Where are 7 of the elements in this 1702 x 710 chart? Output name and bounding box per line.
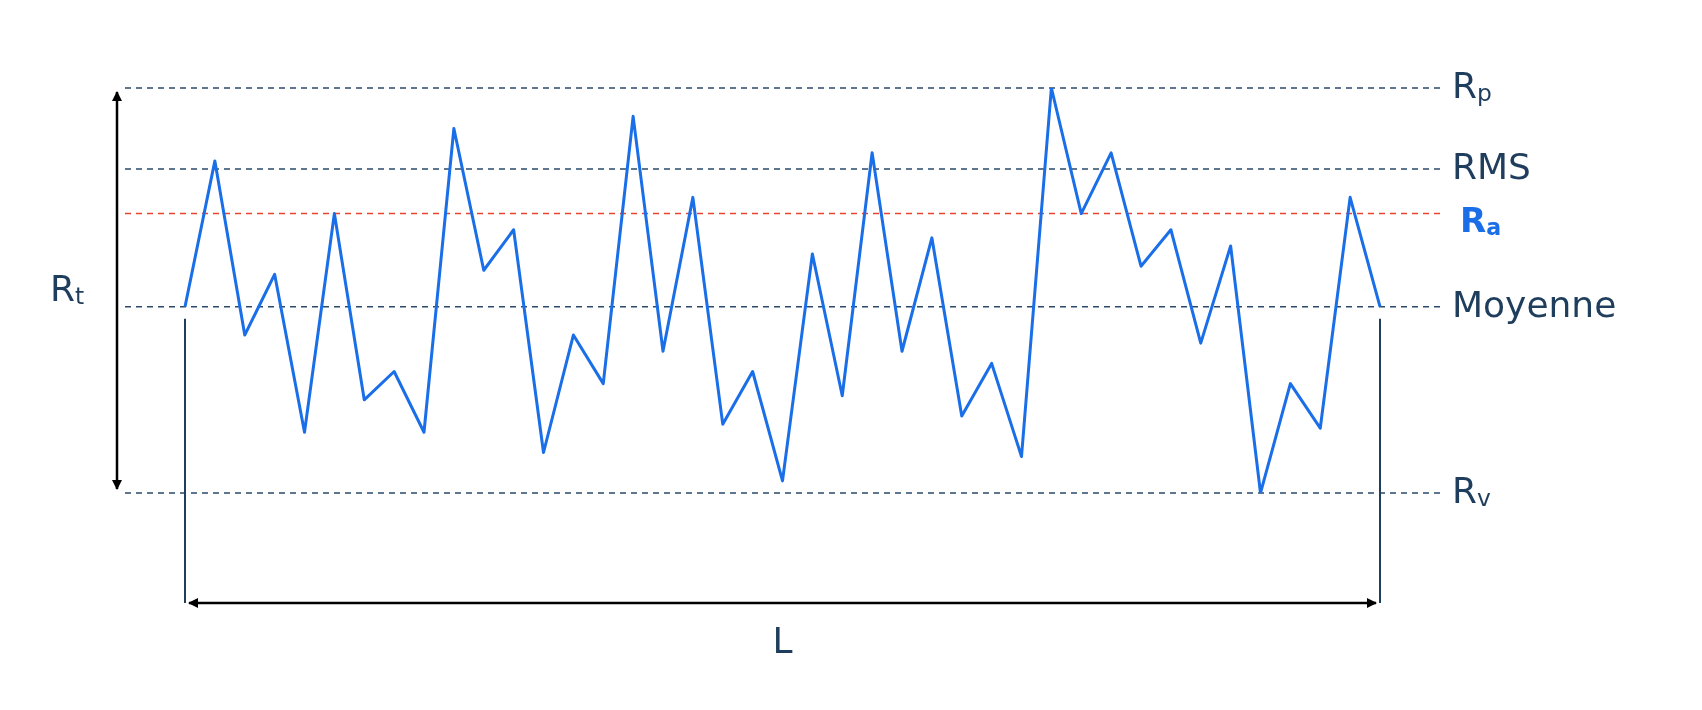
ref-line-label: Moyenne bbox=[1452, 283, 1617, 325]
ref-line-label: R$_{a}$ bbox=[1460, 199, 1502, 240]
text: L bbox=[772, 620, 793, 661]
ref-line-label: R$_{p}$ bbox=[1452, 65, 1492, 108]
ref-line-label: R$_{v}$ bbox=[1452, 470, 1492, 513]
ref-line-label: RMS bbox=[1452, 146, 1531, 187]
text: R$_{t}$ bbox=[49, 267, 85, 310]
